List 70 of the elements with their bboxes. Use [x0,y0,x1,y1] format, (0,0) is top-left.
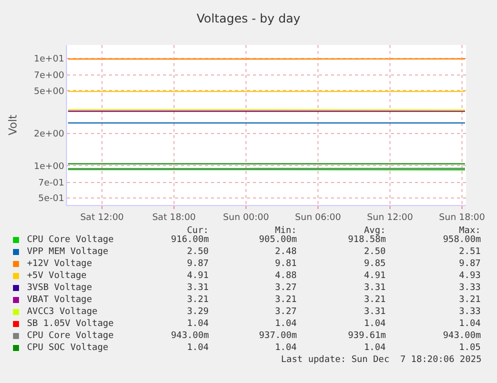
text: 3.21 [459,295,481,305]
text: 3.31 [364,283,386,293]
text: 943.00m [443,331,481,341]
text: 916.00m [171,235,209,245]
legend-label: VBAT Voltage [27,295,92,305]
legend-label: +5V Voltage [27,271,87,281]
text: 1.04 [275,343,297,353]
legend-label: CPU Core Voltage [27,235,114,245]
legend-label: VPP MEM Voltage [27,247,108,257]
x-tick-label: Sat 18:00 [152,212,196,223]
text: 958.00m [443,235,481,245]
y-tick-label: 2e+00 [34,129,64,140]
y-axis-title: Volt [6,114,20,136]
text: Cur: [187,226,209,236]
text: 3.29 [187,307,209,317]
text: 2.50 [187,247,209,257]
y-tick-label: 7e-01 [38,178,64,188]
text: 9.87 [187,259,209,269]
text: 1.04 [275,319,297,329]
text: 3.33 [459,307,481,317]
text: 943.00m [171,331,209,341]
text: 1.04 [364,319,386,329]
x-tick-label: Sun 00:00 [223,212,270,223]
text: 4.91 [364,271,386,281]
text: 3.27 [275,307,297,317]
legend-label: +12V Voltage [27,259,92,269]
text: 1.04 [364,343,386,353]
y-tick-label: 1e+01 [34,54,64,64]
x-tick-label: Sat 12:00 [80,212,124,223]
text: 9.81 [275,259,297,269]
x-tick-label: Sun 18:00 [439,212,486,223]
legend-label: CPU SOC Voltage [27,343,108,353]
text: 905.00m [259,235,297,245]
chart-title: Voltages - by day [196,11,300,26]
text: Last update: Sun Dec 7 18:20:06 2025 [281,355,482,365]
y-tick-label: 7e+00 [34,71,64,82]
text: 3.21 [275,295,297,305]
text: 9.87 [459,259,481,269]
text: 1.04 [187,319,209,329]
text: 3.31 [364,307,386,317]
legend-label: CPU Core Voltage [27,331,114,341]
text: 1.04 [187,343,209,353]
text: 3.21 [187,295,209,305]
text: 3.27 [275,283,297,293]
y-tick-label: 5e-01 [38,194,64,204]
y-tick-label: 1e+00 [34,162,64,172]
legend-label: 3VSB Voltage [27,283,92,293]
text: 4.88 [275,271,297,281]
text: Avg: [364,226,386,236]
text: 2.50 [364,247,386,257]
text: 2.48 [275,247,297,257]
text: 918.58m [348,235,386,245]
text: 3.31 [187,283,209,293]
text: 9.85 [364,259,386,269]
x-tick-label: Sun 06:00 [295,212,342,223]
text: 937.00m [259,331,297,341]
legend-label: AVCC3 Voltage [27,307,98,317]
text: 4.93 [459,271,481,281]
text: 2.51 [459,247,481,257]
text: 1.05 [459,343,481,353]
text: 939.61m [348,331,386,341]
x-tick-label: Sun 12:00 [367,212,414,223]
text: Max: [459,226,481,236]
text: 3.33 [459,283,481,293]
text: 3.21 [364,295,386,305]
text: 1.04 [459,319,481,329]
y-tick-label: 5e+00 [34,86,64,97]
text: Min: [275,226,297,236]
legend-label: SB 1.05V Voltage [27,319,114,329]
text: 4.91 [187,271,209,281]
